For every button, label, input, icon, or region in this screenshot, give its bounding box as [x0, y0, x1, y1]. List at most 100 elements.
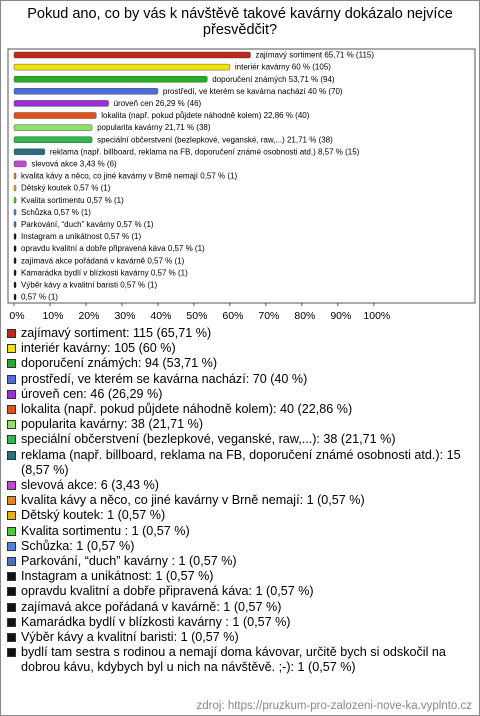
data-label: Dětský koutek 0,57 % (1)	[21, 184, 111, 193]
bar	[13, 112, 97, 119]
bar	[13, 172, 17, 180]
legend-label: Kamarádka bydlí v blízkosti kavárny : 1 …	[21, 614, 291, 629]
bar	[13, 136, 93, 143]
x-tick-label: 90%	[330, 310, 351, 322]
legend-label: zajímavý sortiment: 115 (65,71 %)	[21, 326, 212, 340]
x-tick-label: 40%	[150, 310, 171, 322]
legend-swatch	[7, 617, 16, 627]
data-label: Schůzka 0,57 % (1)	[21, 208, 91, 217]
legend-item: speciální občerstvení (bezlepkové, vegan…	[6, 432, 472, 447]
legend-swatch	[7, 481, 16, 491]
data-label: prostředí, ve kterém se kavárna nachází …	[163, 87, 343, 96]
bar	[13, 209, 17, 216]
legend-swatch	[7, 526, 16, 536]
x-tick-label: 50%	[186, 310, 207, 322]
data-label: speciální občerstvení (bezlepkové, vegan…	[97, 135, 333, 144]
data-label: interiér kavárny 60 % (105)	[235, 63, 331, 72]
data-label: doporučení známých 53,71 % (94)	[212, 75, 335, 84]
legend-item: opravdu kvalitní a dobře připravená káva…	[6, 584, 472, 599]
bar	[13, 233, 17, 240]
legend-label: Parkování, “duch” kavárny : 1 (0,57 %)	[21, 554, 237, 569]
legend-item: popularita kavárny: 38 (21,71 %)	[6, 417, 472, 432]
data-label: Instagram a unikátnost 0,57 % (1)	[21, 232, 141, 241]
legend-item: lokalita (např. pokud půjdete náhodně ko…	[6, 402, 472, 417]
plot: 0% 10% 20% 30% 40% 50% 60% 70% 80% 90% 100% zajímav…	[7, 48, 476, 322]
legend-label: doporučení známých: 94 (53,71 %)	[21, 356, 218, 371]
bar	[13, 293, 17, 301]
legend: zajímavý sortiment: 115 (65,71 %) interié…	[6, 326, 472, 676]
legend-label: reklama (např. billboard, reklama na FB,…	[21, 447, 461, 477]
x-tick-label: 60%	[222, 310, 243, 322]
legend-swatch	[7, 359, 16, 369]
legend-item: slevová akce: 6 (3,43 %)	[6, 478, 472, 493]
data-label: Kvalita sortimentu 0,57 % (1)	[21, 196, 124, 205]
x-tick-label: 70%	[258, 310, 279, 322]
legend-swatch	[7, 602, 16, 612]
x-tick-label: 30%	[114, 310, 135, 322]
legend-item: zajímavá akce pořádaná v kavárně: 1 (0,5…	[6, 600, 472, 615]
data-label: úroveň cen 26,29 % (46)	[114, 99, 202, 108]
legend-swatch	[7, 435, 16, 445]
legend-label: Dětský koutek: 1 (0,57 %)	[21, 508, 166, 523]
legend-swatch	[7, 374, 16, 384]
data-label: opravdu kvalitní a dobře připravená káva…	[21, 244, 205, 253]
legend-item: Parkování, “duch” kavárny : 1 (0,57 %)	[6, 554, 472, 569]
legend-label: Schůzka: 1 (0,57 %)	[21, 538, 135, 553]
legend-label: lokalita (např. pokud půjdete náhodně ko…	[21, 402, 353, 417]
bar	[13, 88, 159, 95]
x-tick-label: 0%	[9, 310, 24, 322]
legend-swatch	[7, 344, 16, 354]
bar	[13, 148, 46, 156]
data-label: slevová akce 3,43 % (6)	[31, 160, 117, 169]
bar	[13, 257, 17, 264]
legend-swatch	[7, 648, 16, 658]
legend-swatch	[7, 389, 16, 399]
legend-item: Schůzka: 1 (0,57 %)	[6, 539, 472, 554]
bar	[13, 196, 17, 204]
bar	[13, 221, 17, 228]
legend-item: Kamarádka bydlí v blízkosti kavárny : 1 …	[6, 615, 472, 630]
legend-item: Výběr kávy a kvalitní baristi: 1 (0,57 %…	[6, 630, 472, 645]
legend-label: popularita kavárny: 38 (21,71 %)	[21, 417, 204, 432]
bar	[13, 100, 109, 107]
legend-label: kvalita kávy a něco, co jiné kavárny v B…	[21, 493, 365, 508]
data-label: Parkování, “duch” kavárny 0,57 % (1)	[21, 220, 154, 229]
legend-swatch	[7, 329, 16, 338]
bar	[13, 51, 251, 59]
legend-swatch	[7, 511, 16, 521]
bar	[13, 269, 17, 276]
legend-swatch	[7, 541, 16, 551]
bar	[13, 245, 17, 252]
legend-swatch	[7, 450, 16, 460]
bar	[13, 184, 17, 192]
data-label: reklama (např. billboard, reklama na FB,…	[50, 147, 360, 156]
legend-item: zajímavý sortiment: 115 (65,71 %)	[6, 326, 472, 341]
legend-label: opravdu kvalitní a dobře připravená káva…	[21, 584, 314, 599]
legend-item: úroveň cen: 46 (26,29 %)	[6, 387, 472, 402]
legend-label: zajímavá akce pořádaná v kavárně: 1 (0,5…	[21, 599, 282, 614]
bar	[13, 160, 27, 168]
legend-item: kvalita kávy a něco, co jiné kavárny v B…	[6, 493, 472, 508]
legend-swatch	[7, 557, 16, 567]
legend-item: interiér kavárny: 105 (60 %)	[6, 341, 472, 356]
x-tick-label: 10%	[42, 310, 63, 322]
data-label: kvalita kávy a něco, co jiné kavárny v B…	[21, 172, 237, 181]
legend-swatch	[7, 633, 16, 643]
legend-label: úroveň cen: 46 (26,29 %)	[21, 386, 163, 401]
legend-label: speciální občerstvení (bezlepkové, vegan…	[21, 432, 396, 447]
legend-swatch	[7, 572, 16, 582]
x-tick-label: 100%	[363, 310, 390, 322]
legend-item: reklama (např. billboard, reklama na FB,…	[6, 448, 472, 478]
bar	[13, 124, 93, 131]
data-label: popularita kavárny 21,71 % (38)	[97, 123, 211, 132]
legend-label: Kvalita sortimentu : 1 (0,57 %)	[21, 523, 190, 538]
data-label: zajímavý sortiment 65,71 % (115)	[255, 51, 374, 60]
legend-item: Dětský koutek: 1 (0,57 %)	[6, 508, 472, 523]
legend-label: slevová akce: 6 (3,43 %)	[21, 478, 159, 493]
data-label: zajímavá akce pořádaná v kavárně 0,57 % …	[21, 256, 185, 265]
data-label: Výběr kávy a kvalitní baristi 0,57 % (1)	[21, 281, 157, 290]
legend-label: bydlí tam sestra s rodinou a nemají doma…	[21, 645, 446, 675]
legend-item: Instagram a unikátnost: 1 (0,57 %)	[6, 569, 472, 584]
legend-swatch	[7, 587, 16, 597]
legend-item: doporučení známých: 94 (53,71 %)	[6, 356, 472, 371]
